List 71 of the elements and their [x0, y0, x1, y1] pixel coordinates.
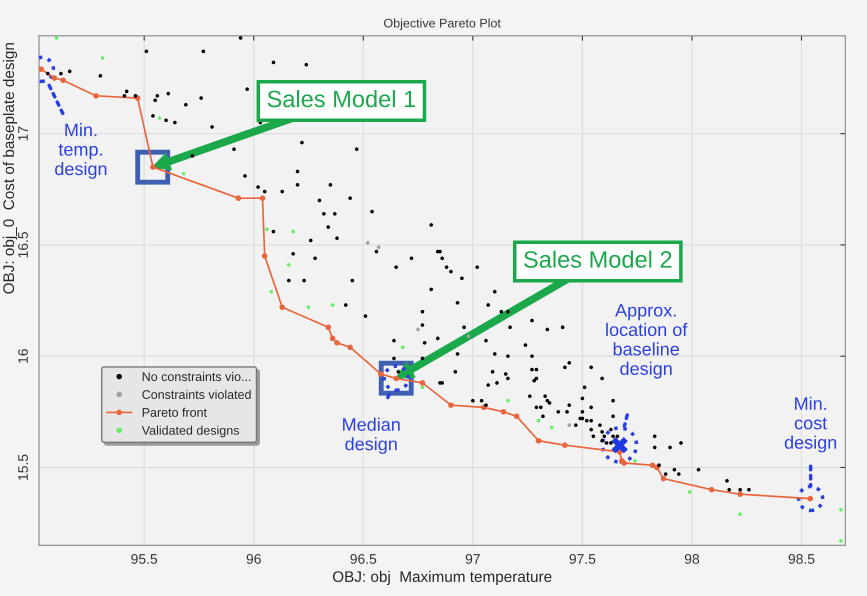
- point: [514, 414, 520, 420]
- point: [550, 426, 554, 430]
- legend-label: Constraints violated: [142, 390, 251, 399]
- point: [466, 334, 470, 338]
- point: [738, 512, 742, 516]
- y-tick-label: 16: [18, 349, 28, 363]
- point: [839, 539, 843, 543]
- point: [400, 345, 405, 350]
- annotation: Min. cost design: [784, 396, 836, 452]
- point: [100, 56, 104, 60]
- legend-label: Pareto front: [142, 408, 207, 417]
- point: [376, 245, 380, 249]
- annotation: Approx. location of baseline design: [606, 304, 688, 379]
- point: [286, 263, 291, 267]
- point: [506, 398, 510, 403]
- point: [279, 304, 285, 310]
- point: [265, 228, 269, 232]
- x-tick-label: 96: [246, 554, 261, 564]
- x-tick-label: 96.5: [350, 554, 376, 564]
- point: [260, 195, 266, 201]
- point: [93, 93, 99, 99]
- x-tick-label: 95.5: [131, 554, 158, 564]
- point: [330, 336, 336, 342]
- legend-label: No constraints vio...: [142, 372, 250, 382]
- y-tick-label: 17: [18, 126, 28, 140]
- point: [567, 423, 572, 428]
- point: [60, 77, 66, 84]
- x-tick-label: 98.5: [788, 554, 814, 564]
- point: [737, 491, 743, 497]
- point: [306, 305, 310, 310]
- point: [536, 418, 540, 423]
- point: [54, 36, 58, 40]
- point: [416, 328, 420, 332]
- point: [334, 340, 340, 346]
- point: [688, 490, 692, 494]
- x-tick-label: 97.5: [570, 554, 596, 564]
- point: [262, 253, 268, 259]
- point: [269, 290, 274, 294]
- chart-title: Objective Pareto Plot: [384, 18, 501, 30]
- point: [448, 402, 454, 408]
- x-tick-label: 97: [466, 554, 480, 564]
- point: [650, 462, 656, 468]
- point: [420, 386, 424, 390]
- y-axis-title: OBJ: obj_0 Cost of baseplate design: [2, 43, 18, 294]
- y-tick-label: 16.5: [18, 232, 28, 258]
- point: [182, 172, 186, 176]
- annotation: Min. temp. design: [55, 123, 106, 179]
- point: [366, 240, 370, 245]
- legend-label: Validated designs: [142, 426, 240, 438]
- point: [536, 438, 542, 444]
- point: [347, 344, 353, 350]
- point: [52, 75, 58, 81]
- annotation: Sales Model 1: [268, 90, 416, 108]
- point: [708, 486, 714, 492]
- point: [420, 380, 426, 386]
- point: [562, 442, 568, 448]
- point: [325, 324, 332, 330]
- point: [158, 116, 162, 120]
- point: [378, 371, 384, 377]
- x-axis-title: OBJ: obj Maximum temperature: [332, 570, 552, 586]
- point: [330, 303, 334, 307]
- point: [660, 476, 666, 482]
- x-tick-label: 98: [684, 554, 700, 564]
- point: [633, 458, 637, 463]
- point: [291, 230, 296, 234]
- annotation: Sales Model 2: [524, 250, 672, 268]
- annotation: Median design: [343, 418, 400, 454]
- point: [839, 508, 843, 512]
- point: [236, 195, 242, 201]
- point: [500, 409, 506, 415]
- y-tick-label: 15.5: [18, 454, 28, 480]
